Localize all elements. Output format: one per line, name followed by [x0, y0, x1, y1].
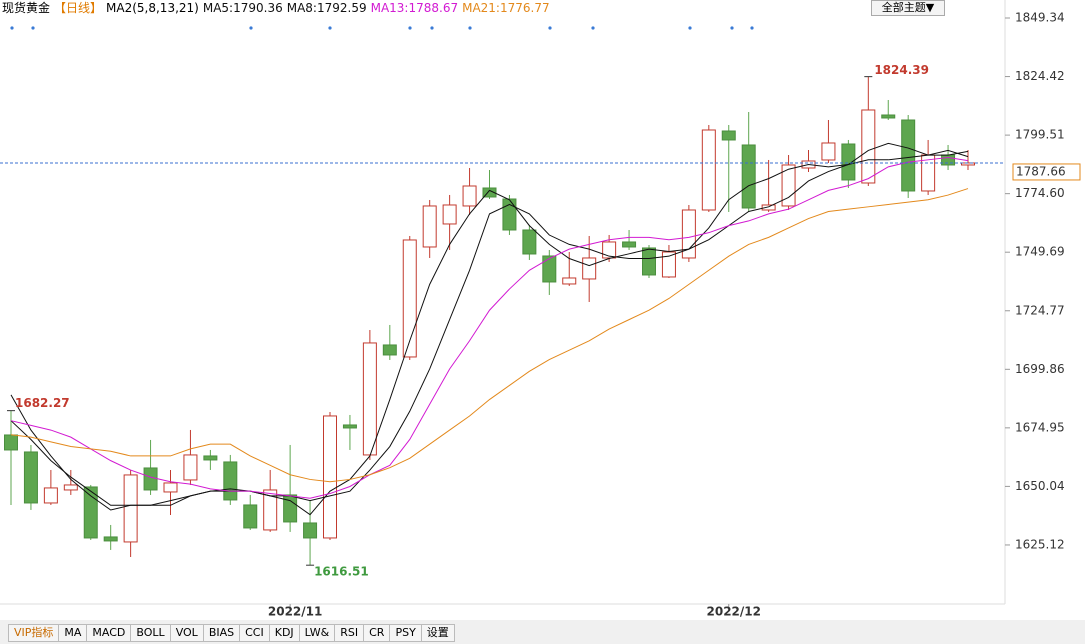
candle-body: [103, 536, 118, 542]
candle-body: [841, 143, 856, 181]
indicator: MA2(5,8,13,21): [106, 1, 199, 15]
theme-button[interactable]: 全部主题▼: [871, 0, 945, 16]
candle-body: [582, 257, 597, 280]
candle-body: [761, 204, 776, 211]
period: 【日线】: [54, 1, 103, 15]
tab[interactable]: CCI: [239, 624, 270, 642]
candle-body: [123, 474, 138, 543]
candle-body: [502, 198, 517, 231]
tab[interactable]: BIAS: [202, 624, 241, 642]
price-tag-label: 1787.66: [1016, 164, 1066, 178]
candle-body: [462, 185, 477, 207]
candle-body: [402, 239, 417, 358]
candle-body: [442, 204, 457, 225]
candle-body: [861, 109, 876, 184]
candle-body: [482, 187, 497, 198]
candle-body: [721, 130, 736, 141]
candle-body: [422, 205, 437, 248]
tab[interactable]: MA: [58, 624, 88, 642]
candle-body: [622, 241, 637, 248]
y-tick-label: 1799.51: [1015, 128, 1065, 142]
candle-body: [43, 487, 58, 504]
ma-line: [10, 188, 969, 483]
y-tick-label: 1849.34: [1015, 11, 1065, 25]
candle-body: [4, 434, 18, 451]
y-tick-label: 1674.95: [1015, 420, 1065, 434]
ma-line: [10, 156, 969, 499]
tab[interactable]: PSY: [389, 624, 422, 642]
instrument: 现货黄金: [2, 1, 51, 15]
candle-body: [243, 504, 258, 529]
signal-dots: [10, 26, 754, 30]
candle-body: [881, 114, 896, 119]
candle-body: [781, 164, 796, 207]
y-tick-label: 1749.69: [1015, 245, 1065, 259]
y-tick-label: 1625.12: [1015, 537, 1065, 551]
first-high-label: 1682.27: [15, 396, 70, 410]
candle-body: [562, 277, 577, 285]
tab[interactable]: VOL: [169, 624, 204, 642]
y-tick-label: 1774.60: [1015, 186, 1065, 200]
tabs: VIP指标 MA MACD BOLL VOL BIAS CCI KDJ LW& RSI CR PSY 设…: [8, 624, 455, 642]
candle-body: [223, 461, 238, 501]
candle-body: [821, 142, 836, 161]
candle-body: [283, 494, 298, 523]
candle-body: [163, 482, 178, 493]
candle-body: [83, 486, 98, 539]
y-tick-label: 1724.77: [1015, 303, 1065, 317]
candle-body: [63, 484, 78, 491]
tab[interactable]: MACD: [86, 624, 132, 642]
high-label: 1824.39: [874, 63, 929, 77]
legend-entry: MA13:1788.67: [370, 1, 459, 15]
candle-body: [661, 251, 676, 278]
candle-body: [941, 154, 956, 166]
candle-body: [522, 229, 537, 255]
candle-body: [323, 415, 337, 539]
candle-body: [741, 144, 756, 209]
header: 现货黄金 【日线】 MA2(5,8,13,21) MA5:1790.36 MA8:…: [2, 0, 550, 16]
candle-body: [642, 247, 656, 276]
candle-body: [342, 424, 357, 429]
tab[interactable]: KDJ: [268, 624, 300, 642]
candle-body: [701, 129, 716, 211]
price-tag: [1012, 163, 1081, 181]
candle-body: [542, 255, 557, 283]
y-tick-label: 1824.42: [1015, 69, 1065, 83]
x-tick-label: 2022/11: [268, 605, 322, 619]
tab[interactable]: 设置: [420, 624, 455, 642]
tab[interactable]: BOLL: [130, 624, 171, 642]
tab[interactable]: LW&: [298, 624, 336, 642]
tab[interactable]: VIP指标: [8, 624, 60, 642]
y-tick-label: 1650.04: [1015, 479, 1065, 493]
candle-body: [602, 241, 617, 259]
legend-entry: MA21:1776.77: [462, 1, 550, 15]
tab[interactable]: RSI: [334, 624, 365, 642]
candle-body: [183, 454, 198, 481]
candle-body: [23, 451, 38, 504]
ma-line: [10, 142, 969, 516]
ma-line: [10, 150, 969, 506]
candle-body: [303, 522, 318, 539]
candle-body: [143, 467, 158, 491]
y-tick-label: 1699.86: [1015, 362, 1065, 376]
legend-entry: MA5:1790.36: [202, 1, 283, 15]
low-label: 1616.51: [314, 565, 369, 579]
tab[interactable]: CR: [363, 624, 391, 642]
candle-body: [263, 489, 278, 531]
candle-body: [382, 344, 397, 356]
candle-body: [203, 455, 218, 461]
candle-body: [362, 342, 377, 456]
legend-entry: MA8:1792.59: [286, 1, 367, 15]
candle-body: [901, 119, 916, 192]
x-tick-label: 2022/12: [707, 605, 761, 619]
